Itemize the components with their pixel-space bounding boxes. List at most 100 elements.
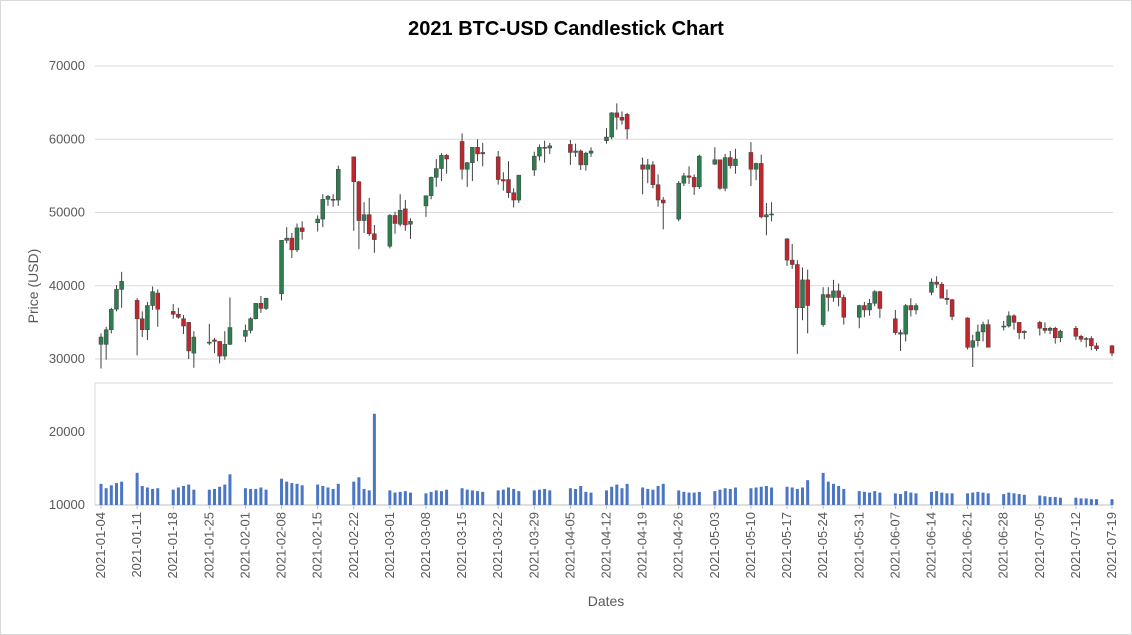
volume-bar [687, 492, 691, 505]
volume-bar [367, 490, 371, 505]
volume-bar [754, 487, 758, 505]
x-tick-label: 2021-05-31 [851, 512, 866, 579]
candle-body [263, 297, 269, 309]
volume-bar [352, 481, 356, 505]
volume-bar [388, 490, 392, 505]
volume-bar [574, 488, 578, 505]
candle-body [207, 341, 212, 344]
volume-bar [697, 491, 701, 505]
volume-bar [1022, 494, 1026, 505]
candle-body [573, 150, 578, 153]
volume-bar [1017, 494, 1021, 505]
volume-bar [646, 488, 650, 505]
candle-body [299, 227, 305, 232]
candle-body [645, 164, 651, 170]
candle-body [1047, 327, 1053, 331]
volume-bar [259, 487, 263, 505]
candle-body [284, 237, 289, 241]
candle-body [470, 147, 475, 163]
candle-body [475, 147, 480, 155]
candle-body [294, 227, 300, 251]
volume-bar [537, 489, 541, 505]
candle-body [965, 317, 970, 348]
volume-bar [465, 489, 469, 505]
candle-body [325, 196, 331, 200]
candle-body [392, 215, 398, 224]
volume-bar [408, 492, 412, 505]
x-tick-label: 2021-03-15 [454, 512, 469, 579]
candle-body [800, 279, 805, 308]
candle-body [253, 303, 258, 319]
candle-body [1078, 336, 1084, 340]
x-tick-label: 2021-04-26 [671, 512, 686, 579]
x-tick-label: 2021-07-12 [1068, 512, 1083, 579]
candle-body [181, 318, 186, 327]
candle-body [387, 215, 393, 247]
candle-body [258, 303, 264, 309]
candle-body [501, 179, 506, 182]
candle-body [403, 208, 408, 226]
volume-bar [940, 492, 944, 505]
x-tick-label: 2021-06-28 [996, 512, 1011, 579]
volume-bar [192, 489, 196, 505]
candle-body [949, 299, 955, 317]
candle-body [650, 164, 656, 185]
volume-bar [326, 487, 330, 505]
volume-bar [109, 485, 113, 505]
candle-body [769, 213, 774, 216]
volume-bar [1079, 498, 1083, 505]
candle-body [795, 264, 800, 308]
x-tick-label: 2021-02-08 [274, 512, 289, 579]
volume-bar [393, 492, 397, 505]
volume-bar [445, 489, 449, 505]
candle-body [764, 214, 769, 218]
volume-bar [842, 488, 846, 505]
candle-body [588, 150, 594, 154]
candle-body [970, 340, 975, 348]
candle-body [289, 237, 295, 251]
x-tick-label: 2021-02-15 [310, 512, 325, 579]
candle-body [980, 324, 986, 333]
candle-body [1006, 315, 1012, 327]
x-tick-label: 2021-03-29 [526, 512, 541, 579]
volume-bar [1048, 496, 1052, 505]
x-tick-label: 2021-01-04 [93, 512, 108, 579]
x-tick-label: 2021-03-08 [418, 512, 433, 579]
price-tick-label: 60000 [49, 131, 85, 146]
volume-tick-label: 20000 [49, 424, 85, 439]
volume-bar [801, 487, 805, 505]
candle-body [459, 141, 465, 170]
volume-bar [403, 491, 407, 505]
volume-bar [1095, 499, 1099, 505]
candle-body [98, 336, 104, 345]
volume-bar [733, 487, 737, 505]
volume-bar [316, 484, 320, 505]
candle-body [103, 329, 109, 345]
candle-body [826, 294, 831, 298]
candle-body [748, 152, 754, 170]
volume-bar [641, 487, 645, 505]
price-tick-label: 40000 [49, 278, 85, 293]
candle-body [372, 233, 377, 240]
x-tick-label: 2021-06-14 [923, 512, 938, 579]
volume-bar [909, 492, 913, 505]
candle-body [934, 281, 939, 285]
volume-bar [476, 491, 480, 505]
volume-bar [398, 491, 402, 505]
candle-body [712, 159, 718, 165]
candle-body [660, 199, 666, 204]
candle-body [547, 145, 553, 149]
volume-bar [723, 488, 727, 505]
volume-bar [584, 491, 588, 505]
volume-bar [171, 489, 175, 505]
volume-bar [1053, 496, 1057, 505]
volume-bar [151, 488, 155, 505]
candle-body [583, 152, 589, 166]
candle-body [145, 305, 150, 330]
volume-bar [357, 477, 361, 505]
x-tick-label: 2021-01-18 [165, 512, 180, 579]
x-tick-label: 2021-04-05 [562, 512, 577, 579]
volume-bar [857, 491, 861, 505]
candle-body [831, 290, 836, 298]
